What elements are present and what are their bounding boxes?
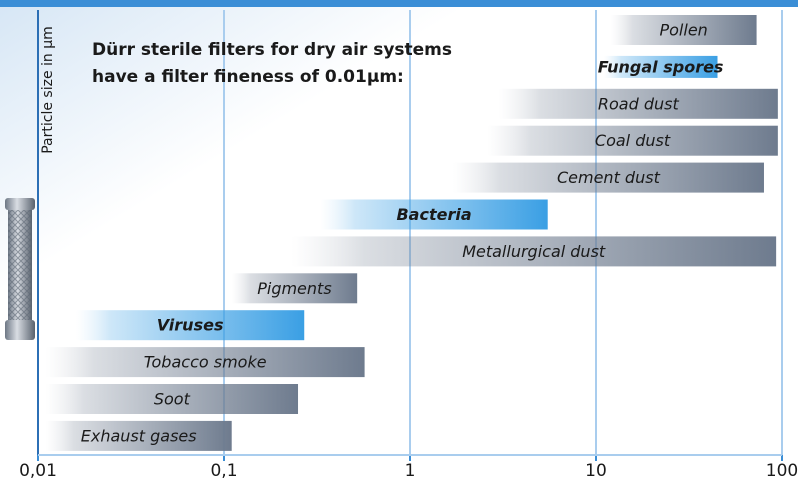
x-tick-label: 0,1 — [210, 461, 237, 481]
bar-label: Fungal spores — [598, 57, 724, 76]
y-axis-label: Particle size in µm — [40, 26, 56, 154]
bar-label: Viruses — [157, 316, 224, 335]
bar-label: Soot — [154, 390, 191, 409]
bar-label: Road dust — [598, 94, 680, 113]
x-tick-label: 1 — [405, 461, 416, 481]
page: {"chart_data": {"type": "range-bar", "an… — [0, 0, 798, 485]
x-tick-label: 10 — [585, 461, 607, 481]
chart: Particle size in µm 0,01 0,1 1 10 100 Dürr st… — [0, 0, 798, 485]
bar-label: Pollen — [659, 21, 707, 40]
x-tick-label: 100 — [766, 461, 798, 481]
filter-illustration — [5, 198, 35, 340]
bar-label: Bacteria — [396, 205, 471, 224]
bar-label: Exhaust gases — [81, 426, 197, 445]
header-band — [0, 0, 798, 7]
bar-label: Coal dust — [595, 131, 671, 150]
bar-label: Tobacco smoke — [144, 353, 267, 372]
bar-label: Metallurgical dust — [462, 242, 606, 261]
annotation: Dürr sterile filters for dry air systems — [92, 40, 452, 60]
bar-label: Cement dust — [557, 168, 661, 187]
x-tick-label: 0,01 — [19, 461, 57, 481]
annotation: have a filter fineness of 0.01µm: — [92, 67, 404, 87]
bar-label: Pigments — [257, 279, 331, 298]
